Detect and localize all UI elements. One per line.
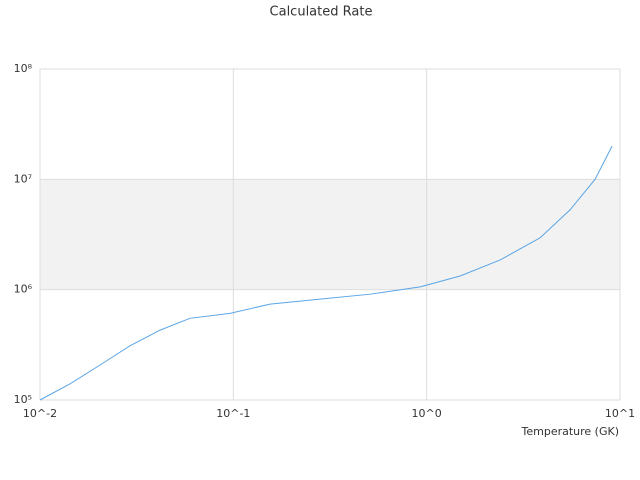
x-tick-label: 10^-1 <box>216 407 250 420</box>
y-tick-label: 10⁵ <box>14 393 32 406</box>
chart-title: Calculated Rate <box>270 5 373 20</box>
y-tick-label: 10⁷ <box>14 172 32 185</box>
grid-band <box>40 179 620 290</box>
x-axis-label: Temperature (GK) <box>521 425 620 438</box>
x-tick-label: 10^1 <box>605 407 635 420</box>
line <box>39 145 613 401</box>
x-tick-label: 10^-2 <box>23 407 57 420</box>
x-tick-label: 10^0 <box>412 407 442 420</box>
y-tick-label: 10⁸ <box>14 62 33 75</box>
y-tick-label: 10⁶ <box>14 283 33 296</box>
